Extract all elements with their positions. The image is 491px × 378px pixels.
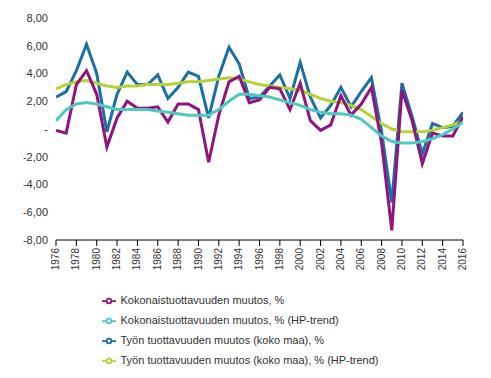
svg-text:1998: 1998 bbox=[274, 248, 285, 271]
svg-text:2014: 2014 bbox=[437, 248, 448, 271]
svg-text:1978: 1978 bbox=[70, 248, 81, 271]
svg-text:-8,00: -8,00 bbox=[23, 234, 48, 246]
html-text:Kokonaistuottavuuden muutos, %: Kokonaistuottavuuden muutos, % (HP-trend… bbox=[120, 314, 339, 326]
svg-text:-6,00: -6,00 bbox=[23, 206, 48, 218]
svg-text:2002: 2002 bbox=[315, 248, 326, 271]
svg-text:2006: 2006 bbox=[355, 248, 366, 271]
svg-text:-4,00: -4,00 bbox=[23, 178, 48, 190]
svg-text:-2,00: -2,00 bbox=[23, 151, 48, 163]
svg-text:8,00: 8,00 bbox=[27, 12, 48, 24]
svg-text:1980: 1980 bbox=[91, 248, 102, 271]
svg-text:1976: 1976 bbox=[50, 248, 61, 271]
svg-text:2012: 2012 bbox=[416, 248, 427, 271]
svg-text:2,00: 2,00 bbox=[27, 95, 48, 107]
svg-text:1992: 1992 bbox=[213, 248, 224, 271]
svg-text:1986: 1986 bbox=[152, 248, 163, 271]
svg-text:6,00: 6,00 bbox=[27, 40, 48, 52]
svg-text:1982: 1982 bbox=[111, 248, 122, 271]
svg-text:1984: 1984 bbox=[132, 248, 143, 271]
svg-text:2000: 2000 bbox=[294, 248, 305, 271]
html-text:Työn tuottavuuden muutos (koko: Työn tuottavuuden muutos (koko maa), % bbox=[120, 334, 325, 346]
svg-text:4,00: 4,00 bbox=[27, 67, 48, 79]
svg-text:2008: 2008 bbox=[376, 248, 387, 271]
svg-text:-: - bbox=[44, 123, 48, 135]
svg-text:1994: 1994 bbox=[233, 248, 244, 271]
svg-text:1988: 1988 bbox=[172, 248, 183, 271]
svg-text:1996: 1996 bbox=[254, 248, 265, 271]
svg-text:2010: 2010 bbox=[396, 248, 407, 271]
html-text:Kokonaistuottavuuden muutos, %: Kokonaistuottavuuden muutos, % bbox=[120, 294, 285, 306]
svg-text:1990: 1990 bbox=[193, 248, 204, 271]
svg-text:2004: 2004 bbox=[335, 248, 346, 271]
html-text:Työn tuottavuuden muutos (koko: Työn tuottavuuden muutos (koko maa), % (… bbox=[120, 354, 379, 366]
svg-text:2016: 2016 bbox=[457, 248, 468, 271]
